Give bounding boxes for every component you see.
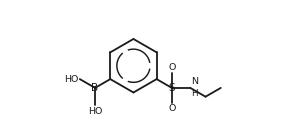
Text: O: O <box>168 104 176 113</box>
Text: S: S <box>169 83 175 93</box>
Text: HO: HO <box>88 107 102 116</box>
Text: H: H <box>191 89 198 98</box>
Text: N: N <box>191 77 198 86</box>
Text: B: B <box>91 83 99 93</box>
Text: HO: HO <box>64 75 79 84</box>
Text: O: O <box>168 63 176 72</box>
